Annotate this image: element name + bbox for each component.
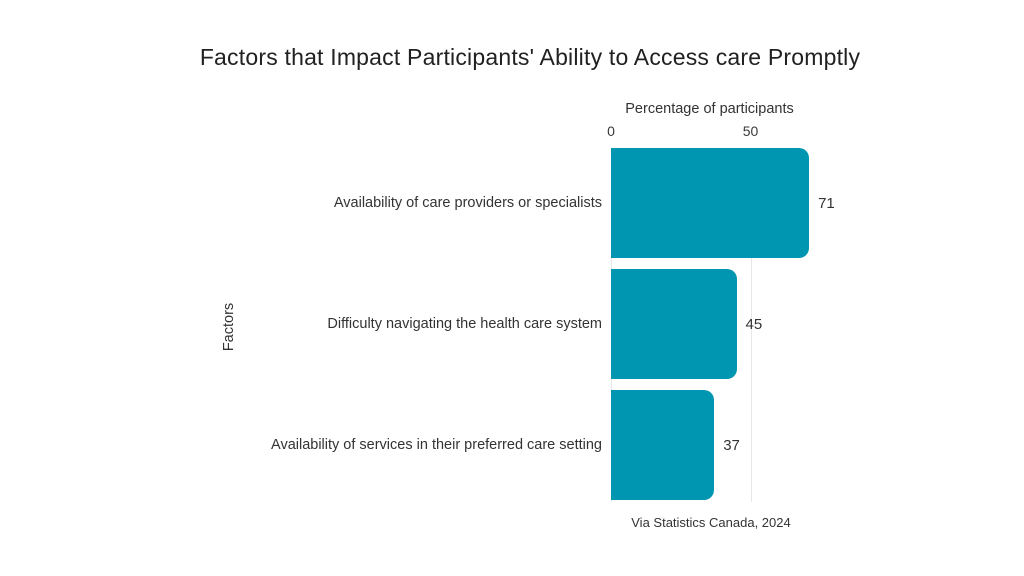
bar <box>611 390 715 500</box>
chart-source: Via Statistics Canada, 2024 <box>631 515 791 530</box>
bar <box>611 148 810 258</box>
category-label: Availability of care providers or specia… <box>333 194 602 211</box>
x-gridline <box>750 148 752 502</box>
x-axis-title: Percentage of participants <box>625 101 794 117</box>
y-axis-title: Factors <box>221 302 237 352</box>
chart-title: Factors that Impact Participants' Abilit… <box>199 44 861 70</box>
value-label: 45 <box>745 315 763 333</box>
value-label: 71 <box>818 194 835 212</box>
category-label: Difficulty navigating the health care sy… <box>327 315 602 332</box>
value-label: 37 <box>723 436 740 454</box>
x-tick-label: 0 <box>607 123 615 139</box>
bar <box>611 269 737 379</box>
category-label: Availability of services in their prefer… <box>271 436 602 453</box>
x-tick-label: 50 <box>742 123 759 139</box>
